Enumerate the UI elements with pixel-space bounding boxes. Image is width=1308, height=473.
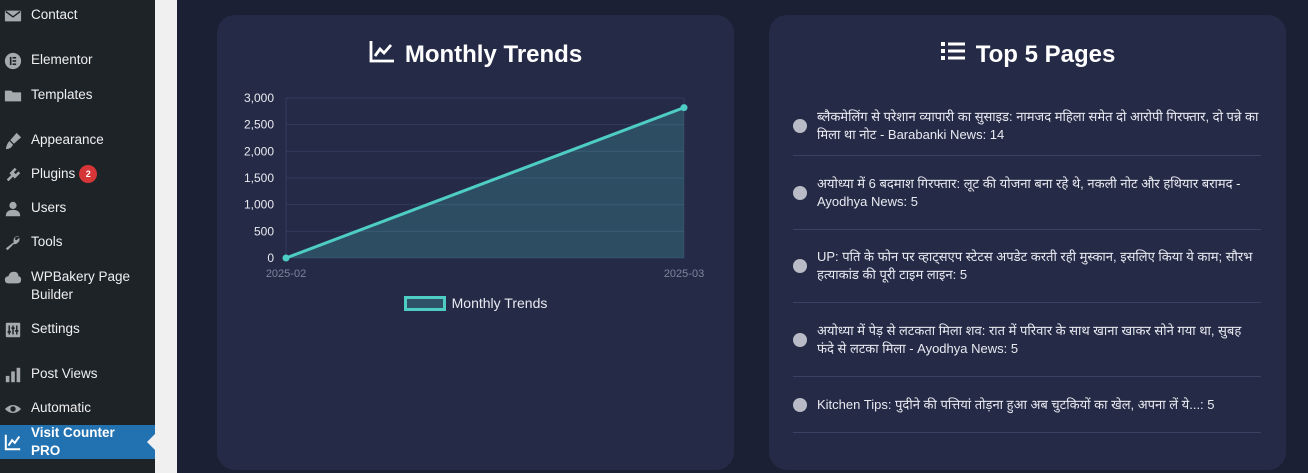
sidebar-item-automatic[interactable]: Automatic: [0, 399, 155, 417]
elementor-icon: [4, 52, 22, 70]
card-title: Top 5 Pages: [769, 39, 1286, 70]
x-tick-label: 2025-03: [664, 268, 704, 280]
x-tick-label: 2025-02: [266, 268, 306, 280]
page-title-text: UP: पति के फोन पर व्हाट्सएप स्टेटस अपडेट…: [817, 249, 1253, 282]
sidebar-item-plugins[interactable]: Plugins 2: [0, 165, 155, 183]
sidebar-item-label: Automatic: [31, 400, 92, 415]
list-item[interactable]: अयोध्या में 6 बदमाश गिरफ्तार: लूट की योज…: [793, 156, 1261, 230]
active-indicator-arrow: [147, 434, 155, 450]
bullet-icon: [793, 185, 807, 200]
sidebar-item-settings[interactable]: Settings: [0, 320, 155, 338]
bullet-icon: [793, 332, 807, 347]
cloud-icon: [4, 269, 22, 287]
sidebar-item-appearance[interactable]: Appearance: [0, 131, 155, 150]
list-item[interactable]: अयोध्या में पेड़ से लटकता मिला शव: रात म…: [793, 303, 1261, 377]
sidebar-item-post-views[interactable]: Post Views: [0, 365, 155, 383]
sidebar-item-users[interactable]: Users: [0, 199, 155, 217]
bullet-icon: [793, 259, 807, 273]
eye-icon: [4, 400, 22, 418]
user-icon: [4, 200, 22, 218]
series-area: [286, 107, 684, 258]
sidebar-item-tools[interactable]: Tools: [0, 233, 155, 251]
sidebar-item-visit-counter-pro[interactable]: Visit Counter PRO: [0, 425, 155, 459]
sidebar-item-label: Elementor: [31, 52, 93, 67]
bullet-icon: [793, 119, 807, 133]
sidebar-item-label: Users: [31, 200, 67, 215]
legend-label: Monthly Trends: [451, 295, 548, 311]
bullet-icon: [793, 397, 807, 412]
wrench-icon: [4, 234, 22, 252]
data-point: [680, 104, 688, 112]
chart-line-icon: [4, 433, 22, 451]
sliders-icon: [4, 321, 22, 339]
envelope-icon: [4, 7, 22, 25]
sidebar-item-label: Appearance: [31, 132, 104, 147]
main-content: Monthly Trends 0 500 1,000 1,500 2,000 2,500 3…: [177, 0, 1308, 473]
sidebar-item-label: Settings: [31, 321, 80, 336]
sidebar-item-elementor[interactable]: Elementor: [0, 51, 155, 70]
trends-title: Monthly Trends: [404, 40, 583, 68]
top-pages-card: Top 5 Pages ब्लैकमेलिंग से परेशान व्यापा…: [769, 15, 1286, 470]
card-title: Monthly Trends: [217, 39, 734, 70]
plugin-icon: [4, 166, 22, 184]
sidebar-item-label: Visit Counter PRO: [31, 425, 115, 458]
bar-chart-icon: [4, 366, 22, 384]
sidebar-item-contact[interactable]: Contact: [0, 6, 155, 24]
y-tick-label: 2,000: [244, 144, 274, 158]
top-pages-list: ब्लैकमेलिंग से परेशान व्यापारी का सुसाइड…: [793, 97, 1261, 433]
data-point: [282, 254, 290, 262]
list-item[interactable]: UP: पति के फोन पर व्हाट्सएप स्टेटस अपडेट…: [793, 230, 1261, 303]
page-title-text: Kitchen Tips: पुदीने की पत्तियां तोड़ना …: [817, 396, 1215, 412]
sidebar-item-label: Contact: [31, 7, 78, 22]
sidebar-item-label: Tools: [31, 234, 63, 249]
sidebar-item-label: Post Views: [31, 366, 98, 381]
chart-legend[interactable]: Monthly Trends: [217, 295, 734, 311]
sidebar-item-label: Templates: [31, 87, 93, 102]
y-tick-label: 0: [267, 251, 274, 265]
admin-sidebar: Contact Elementor Templates Appearance P…: [0, 0, 155, 473]
pages-title: Top 5 Pages: [975, 40, 1116, 68]
monthly-trends-chart: 0 500 1,000 1,500 2,000 2,500 3,000 2025-02 2025…: [244, 91, 704, 280]
list-item[interactable]: Kitchen Tips: पुदीने की पत्तियां तोड़ना …: [793, 377, 1261, 433]
list-icon: [940, 39, 966, 70]
monthly-trends-card: Monthly Trends 0 500 1,000 1,500 2,000 2,500 3…: [217, 15, 734, 470]
page-title-text: अयोध्या में पेड़ से लटकता मिला शव: रात म…: [817, 322, 1242, 356]
sidebar-item-label: Plugins: [31, 166, 76, 181]
y-tick-label: 1,500: [244, 171, 274, 185]
chart-line-icon: [369, 39, 395, 70]
y-tick-label: 3,000: [244, 91, 274, 105]
y-tick-label: 2,500: [244, 118, 274, 132]
series-line: [285, 106, 685, 260]
y-tick-label: 1,000: [244, 198, 274, 212]
brush-icon: [4, 132, 22, 150]
list-item[interactable]: ब्लैकमेलिंग से परेशान व्यापारी का सुसाइड…: [793, 97, 1261, 156]
folder-icon: [4, 87, 22, 105]
y-tick-label: 500: [254, 224, 274, 238]
page-title-text: ब्लैकमेलिंग से परेशान व्यापारी का सुसाइड…: [817, 109, 1259, 142]
page-title-text: अयोध्या में 6 बदमाश गिरफ्तार: लूट की योज…: [817, 175, 1241, 209]
sidebar-item-label: WPBakery Page Builder: [31, 269, 131, 302]
update-count-badge: 2: [79, 165, 98, 183]
sidebar-item-wpbakery[interactable]: WPBakery Page Builder: [0, 268, 155, 304]
sidebar-item-templates[interactable]: Templates: [0, 86, 155, 104]
legend-swatch: [403, 295, 446, 311]
